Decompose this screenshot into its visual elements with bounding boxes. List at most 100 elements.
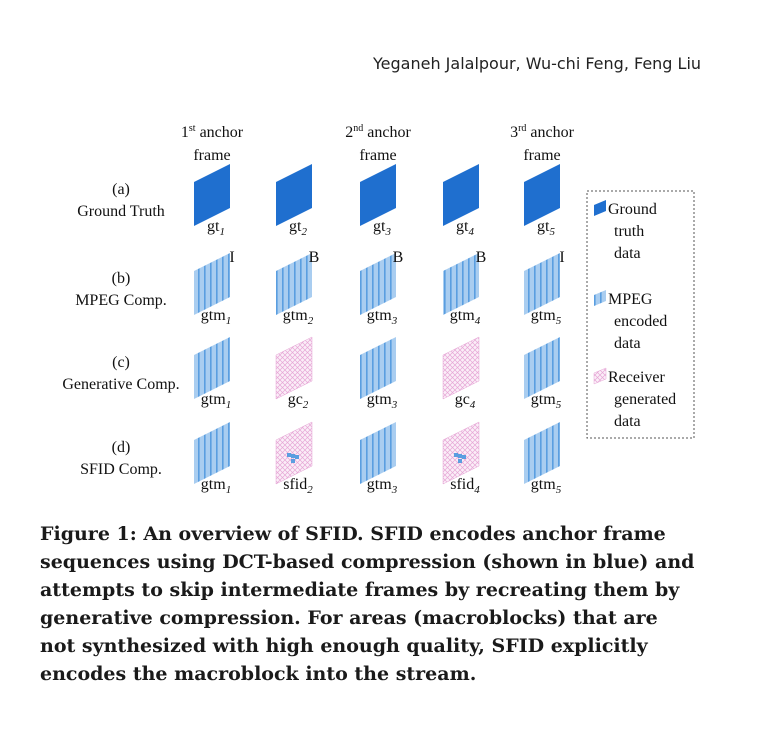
frame-label: gt3	[373, 218, 391, 238]
row-label: SFID Comp.	[80, 461, 162, 478]
mpeg-frame	[194, 337, 230, 399]
frame-label: gtm5	[531, 476, 562, 496]
generated-frame	[275, 336, 313, 400]
encoded-macroblock	[454, 453, 458, 457]
frame-gen-gc2: gc2	[275, 336, 313, 411]
generated-frame	[442, 421, 480, 485]
row-label: Ground Truth	[77, 203, 165, 220]
row-tag: (a)	[112, 181, 130, 198]
frame-type-mark: B	[309, 249, 320, 266]
frame-label: gtm4	[450, 307, 481, 327]
frame-mpeg-gtm3: gtm3 B	[360, 249, 403, 327]
ground-truth-frame	[360, 164, 396, 226]
encoded-macroblock	[462, 455, 466, 459]
frame-mpeg-gtm4: gtm4 B	[443, 249, 486, 327]
anchor-frame-label: 2nd anchor	[345, 123, 411, 141]
frame-type-mark: B	[393, 249, 404, 266]
anchor-frame-label: frame	[359, 147, 396, 164]
frame-mpeg-gtm5: gtm5 I	[524, 249, 565, 327]
caption-line: sequences using DCT-based compression (s…	[40, 551, 695, 573]
frame-label: gt4	[456, 218, 474, 238]
frame-label: gc2	[288, 391, 309, 411]
legend-text: data	[614, 413, 641, 430]
frame-type-mark: B	[476, 249, 487, 266]
frame-label: gtm5	[531, 391, 562, 411]
frame-label: gc4	[455, 391, 476, 411]
encoded-macroblock	[291, 454, 295, 458]
frame-gt-gt1: gt1	[194, 164, 230, 238]
frame-gt-gt4: gt4	[443, 164, 479, 238]
author-line: Yeganeh Jalalpour, Wu-chi Feng, Feng Liu	[373, 54, 702, 73]
frame-label: gtm5	[531, 307, 562, 327]
mpeg-frame	[524, 253, 560, 315]
legend-text: truth	[614, 223, 644, 240]
frame-label: gtm1	[201, 391, 231, 411]
generated-frame	[442, 336, 480, 400]
frame-sfid-sfid2: sfid2	[275, 421, 313, 496]
frame-label: sfid2	[283, 476, 313, 496]
frame-label: gtm1	[201, 307, 231, 327]
frame-label: gtm1	[201, 476, 231, 496]
legend-item-gen: Receiver generated data	[593, 367, 676, 430]
legend-swatch	[594, 290, 606, 306]
frame-mpeg-gtm1: gtm1	[194, 337, 231, 411]
anchor-frame-label: 3rd anchor	[510, 123, 575, 141]
encoded-macroblock	[291, 459, 295, 463]
caption-line: encodes the macroblock into the stream.	[40, 663, 477, 685]
frame-gt-gt5: gt5	[524, 164, 560, 238]
frame-label: gt2	[289, 218, 307, 238]
legend-item-mpeg: MPEG encoded data	[594, 290, 667, 352]
anchor-frame-label: frame	[193, 147, 230, 164]
legend-swatch	[593, 367, 607, 385]
legend-swatch	[594, 200, 606, 216]
row-tag: (d)	[112, 439, 131, 456]
figure-caption: Figure 1: An overview of SFID. SFID enco…	[40, 520, 740, 688]
legend-text: Receiver	[608, 369, 666, 386]
encoded-macroblock	[458, 459, 462, 463]
frame-mpeg-gtm5: gtm5	[524, 422, 562, 496]
anchor-frame-label: 1st anchor	[181, 123, 244, 141]
anchor-frame-label: frame	[523, 147, 560, 164]
frame-type-mark: I	[229, 249, 234, 266]
frame-label: gtm2	[283, 307, 314, 327]
frame-mpeg-gtm5: gtm5	[524, 337, 562, 411]
frame-mpeg-gtm1: gtm1	[194, 422, 231, 496]
mpeg-frame	[524, 337, 560, 399]
ground-truth-frame	[276, 164, 312, 226]
legend-box	[586, 190, 695, 439]
frame-gen-gc4: gc4	[442, 336, 480, 411]
mpeg-frame	[524, 422, 560, 484]
legend-text: data	[614, 335, 641, 352]
legend-text: generated	[614, 391, 676, 408]
frame-label: gt1	[207, 218, 225, 238]
ground-truth-frame	[443, 164, 479, 226]
mpeg-frame	[360, 422, 396, 484]
frame-gt-gt3: gt3	[360, 164, 396, 238]
generated-frame	[275, 421, 313, 485]
row-tag: (b)	[112, 270, 131, 287]
mpeg-frame	[360, 337, 396, 399]
legend-item-gt: Ground truth data	[594, 200, 657, 262]
sfid-overview-figure: 1st anchor frame 2nd anchor frame 3rd anchor…	[62, 123, 695, 496]
mpeg-frame	[194, 253, 230, 315]
caption-line: Figure 1: An overview of SFID. SFID enco…	[40, 523, 666, 545]
caption-line: generative compression. For areas (macro…	[40, 607, 658, 629]
frame-label: gtm3	[367, 476, 398, 496]
frame-mpeg-gtm3: gtm3	[360, 422, 398, 496]
frame-gt-gt2: gt2	[276, 164, 312, 238]
legend-text: encoded	[614, 313, 667, 330]
row-label: MPEG Comp.	[75, 292, 167, 309]
row-label: Generative Comp.	[62, 376, 179, 393]
frame-label: gtm3	[367, 307, 398, 327]
frame-label: sfid4	[450, 476, 480, 496]
encoded-macroblock	[287, 453, 291, 457]
caption-line: attempts to skip intermediate frames by …	[40, 579, 680, 601]
frame-sfid-sfid4: sfid4	[442, 421, 480, 496]
legend-text: MPEG	[608, 291, 653, 308]
mpeg-frame	[194, 422, 230, 484]
row-tag: (c)	[112, 354, 130, 371]
encoded-macroblock	[458, 454, 462, 458]
frame-mpeg-gtm1: gtm1 I	[194, 249, 235, 327]
ground-truth-frame	[194, 164, 230, 226]
mpeg-frame	[443, 253, 479, 315]
